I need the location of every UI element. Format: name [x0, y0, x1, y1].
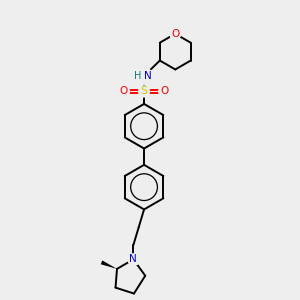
- Circle shape: [128, 254, 139, 265]
- Circle shape: [169, 28, 181, 40]
- Text: S: S: [140, 86, 148, 96]
- Circle shape: [138, 85, 150, 98]
- Circle shape: [128, 254, 139, 265]
- Circle shape: [138, 85, 150, 98]
- Text: O: O: [160, 86, 168, 96]
- Text: H: H: [134, 71, 141, 81]
- Text: N: N: [130, 254, 137, 264]
- Text: O: O: [160, 86, 168, 96]
- Text: O: O: [171, 29, 179, 39]
- Text: S: S: [140, 86, 148, 96]
- Circle shape: [118, 85, 130, 98]
- Circle shape: [136, 68, 152, 84]
- Circle shape: [118, 85, 130, 98]
- Circle shape: [158, 85, 170, 98]
- Circle shape: [169, 28, 181, 40]
- Text: N: N: [130, 254, 137, 264]
- Text: H: H: [134, 71, 141, 81]
- Circle shape: [158, 85, 170, 98]
- Text: N: N: [144, 71, 152, 81]
- Text: O: O: [120, 86, 128, 96]
- Polygon shape: [101, 260, 117, 269]
- Text: N: N: [144, 71, 152, 81]
- Circle shape: [135, 67, 153, 85]
- Text: O: O: [171, 29, 179, 39]
- Text: O: O: [120, 86, 128, 96]
